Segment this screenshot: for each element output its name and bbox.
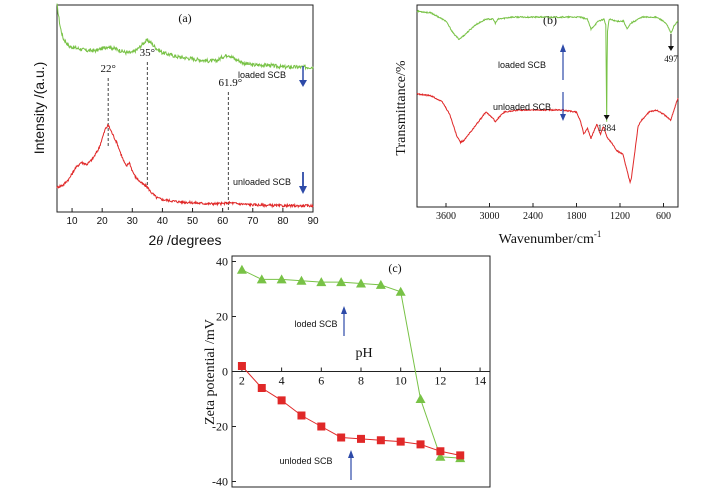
panel-a-ylabel: Intensity /(a.u.) [31, 62, 47, 155]
panel-c-axes: 2 4 6 8 10 12 14 -40 -20 0 20 40 [212, 255, 490, 489]
panel-c-xtick-label: 4 [279, 374, 285, 388]
panel-c-point [415, 394, 426, 403]
panel-c-point [337, 433, 346, 442]
panel-b-annotation-label: 497 [664, 54, 678, 64]
panel-c-xlabel: pH [355, 346, 372, 361]
panel-c-ytick-label: 20 [216, 310, 228, 324]
panel-c-label-unloaded: unloded SCB [279, 456, 332, 466]
panel-c-xtick-label: 14 [474, 374, 486, 388]
panel-a-xlabel: 2θ /degrees [148, 232, 221, 249]
panel-a-frame [56, 4, 314, 213]
panel-b-arrow-loaded [560, 44, 566, 80]
panel-b-annotation-marker [603, 115, 610, 120]
panel-c-xtick-label: 12 [434, 374, 446, 388]
panel-b-xtick-label: 600 [656, 211, 671, 222]
panel-c-point [277, 396, 286, 405]
panel-c-point [316, 277, 327, 287]
panel-b-xlabel: Wavenumber/cm-1 [499, 229, 602, 247]
panel-a-xtick-label: 10 [66, 216, 78, 227]
panel-c-point [237, 362, 246, 370]
panel-b-series-line [416, 92, 679, 185]
panel-c-series-line [241, 365, 461, 456]
panel-b-xtick-label: 2400 [523, 211, 543, 222]
panel-c-point [396, 437, 405, 446]
panel-a-xtick-label: 40 [157, 216, 169, 227]
panel-c-series-line [241, 269, 461, 459]
panel-c: (c) 2 4 6 8 10 12 14 -40 -20 0 20 40 loded SCB unlo… [203, 255, 491, 489]
panel-c-point [435, 451, 446, 461]
panel-c-series [236, 264, 466, 463]
panel-c-point [257, 384, 266, 392]
panel-a-xtick-label: 80 [277, 216, 289, 227]
panel-b-x-axis: 3600 3000 2400 1800 1200 600 [436, 203, 671, 222]
panel-c-arrow-unloaded [348, 450, 354, 480]
panel-a-xtick-label: 20 [97, 216, 109, 227]
panel-a-peak-label: 61.9° [219, 77, 243, 89]
panel-b-arrow-unloaded [560, 92, 566, 121]
panel-c-point [296, 275, 307, 285]
panel-b-xtick-label: 3000 [480, 211, 500, 222]
panel-c-point [336, 277, 347, 287]
panel-a-x-axis: 10 20 30 40 50 60 70 80 90 [66, 208, 319, 227]
panel-c-xtick-label: 10 [395, 374, 407, 388]
panel-a-xtick-label: 60 [217, 216, 229, 227]
panel-c-ytick-label: 0 [222, 365, 228, 379]
panel-a-xtick-label: 50 [187, 216, 199, 227]
panel-b-xtick-label: 1200 [610, 211, 630, 222]
panel-c-arrow-loaded [341, 306, 347, 336]
panel-c-point [456, 451, 465, 460]
panel-c-point [416, 440, 425, 449]
panel-b-annotations: 1384 497 [598, 34, 678, 133]
panel-c-point [436, 447, 445, 456]
panel-b-annotation-label: 1384 [598, 123, 617, 133]
panel-a-label-loaded: loaded SCB [238, 70, 286, 80]
panel-b-xtick-label: 3600 [436, 211, 456, 222]
panel-b: (b) 3600 3000 2400 1800 1200 600 loaded SCB u… [394, 4, 679, 247]
panel-b-series-line [416, 9, 679, 122]
panel-a-label-unloaded: unloaded SCB [233, 177, 291, 187]
panel-b-label-loaded: loaded SCB [498, 60, 546, 70]
panel-c-ytick-label: -40 [212, 475, 228, 489]
panel-b-frame [416, 4, 679, 208]
panel-c-point [356, 278, 366, 288]
panel-a-xtick-label: 90 [307, 216, 319, 227]
panel-c-tag: (c) [388, 261, 401, 275]
panel-a-xtick-label: 30 [127, 216, 139, 227]
panel-a-tag: (a) [178, 11, 191, 25]
panel-a: (a) 10 20 30 40 50 60 70 80 90 22° 35° 61.9° loade… [31, 3, 319, 249]
panel-c-xtick-label: 2 [239, 374, 245, 388]
panel-c-label-loaded: loded SCB [294, 319, 337, 329]
panel-a-arrow-unloaded [299, 172, 307, 194]
panel-c-point [395, 286, 406, 296]
panel-c-xtick-label: 8 [358, 374, 364, 388]
panel-c-point [357, 434, 365, 443]
panel-a-peak-markers: 22° 35° 61.9° [100, 47, 242, 210]
panel-b-label-unloaded: unloaded SCB [493, 102, 551, 112]
panel-a-series-line [56, 123, 314, 209]
panel-b-xtick-label: 1800 [567, 211, 587, 222]
panel-b-tag: (b) [543, 13, 557, 27]
panel-a-peak-label: 22° [100, 63, 115, 75]
panel-c-point [375, 279, 386, 289]
panel-a-xtick-label: 70 [247, 216, 259, 227]
panel-c-ylabel: Zeta potential /mV [203, 319, 218, 425]
panel-c-ytick-label: -20 [212, 420, 228, 434]
panel-c-xtick-label: 6 [318, 374, 324, 388]
panel-b-series [416, 9, 679, 185]
panel-a-series [56, 3, 314, 209]
panel-a-peak-label: 35° [140, 47, 155, 59]
panel-c-point [236, 264, 247, 274]
panel-c-ytick-label: 40 [216, 255, 228, 269]
panel-c-point [376, 436, 385, 445]
panel-c-point [297, 411, 306, 420]
panel-a-series-line [56, 3, 314, 71]
panel-b-ylabel: Transmittance/% [394, 60, 409, 155]
panel-c-point [276, 274, 287, 284]
panel-c-point [256, 274, 267, 284]
panel-b-annotation-marker [667, 46, 674, 51]
panel-a-arrow-loaded [299, 66, 307, 87]
panel-c-point [317, 422, 326, 431]
